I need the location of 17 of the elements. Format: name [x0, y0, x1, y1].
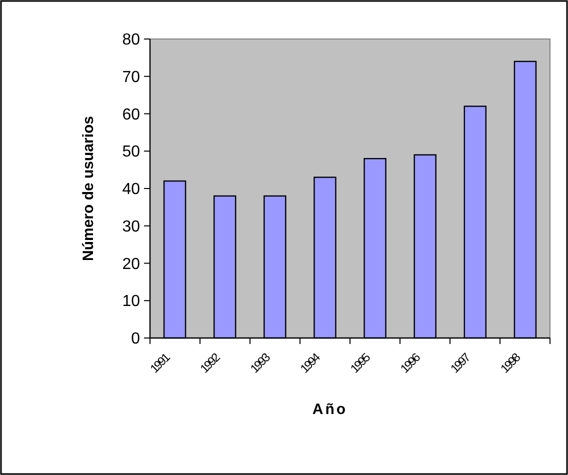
x-tick-label: 1994: [298, 350, 324, 376]
x-tick-label: 1996: [398, 350, 424, 376]
y-tick-label: 50: [122, 144, 140, 161]
y-tick-label: 20: [122, 256, 140, 273]
x-tick-label: 1993: [247, 350, 274, 376]
x-tick-label: 1991: [147, 350, 174, 376]
x-axis-title: Año: [312, 401, 348, 418]
y-tick-label: 40: [122, 181, 140, 198]
x-tick-label: 1992: [197, 350, 224, 376]
y-tick-label: 80: [122, 32, 140, 49]
y-axis-title: Número de usuarios: [80, 116, 97, 262]
y-tick-label: 0: [131, 330, 140, 348]
y-tick-label: 70: [122, 68, 140, 86]
y-tick-label: 30: [122, 218, 140, 236]
y-tick-label: 10: [122, 293, 140, 310]
x-tick-label: 1998: [498, 350, 524, 376]
y-tick-label: 60: [122, 106, 140, 124]
